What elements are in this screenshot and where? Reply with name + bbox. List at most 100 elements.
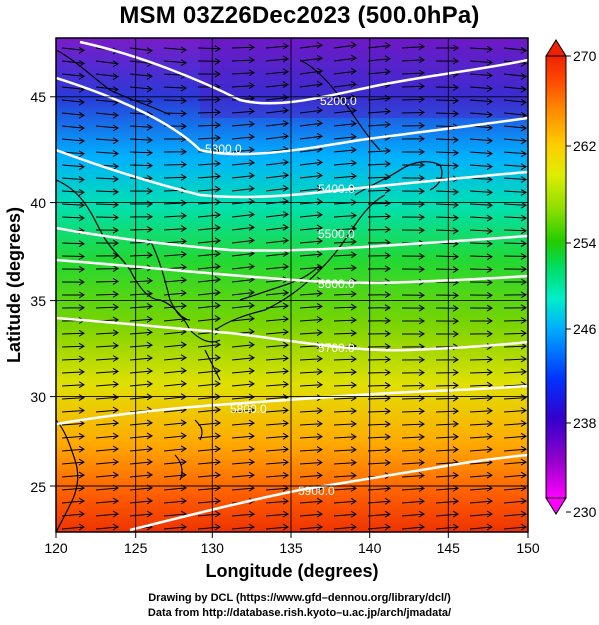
streamline-arrow	[503, 432, 527, 440]
streamline-arrow	[197, 406, 221, 414]
streamline-arrow	[61, 137, 85, 145]
map-plot-area: 5200.0 5300.0 5400.0 5500.0 5600.0 5700.…	[55, 37, 529, 533]
streamline-arrow	[95, 342, 119, 350]
streamline-arrow	[95, 510, 119, 518]
streamline-arrow	[61, 523, 85, 531]
contour-label-5700: 5700.0	[318, 341, 355, 355]
streamline-arrow	[129, 510, 153, 518]
streamline-arrow	[61, 176, 85, 184]
contour-label-5400: 5400.0	[318, 182, 355, 196]
streamline-arrow	[401, 330, 425, 338]
russia-coast	[56, 49, 171, 116]
streamline-arrow	[197, 380, 221, 388]
streamline-arrow	[163, 354, 187, 362]
taiwan-mainland-coast	[56, 419, 79, 532]
x-tick-label: 140	[358, 540, 382, 556]
streamline-arrow	[333, 407, 357, 415]
streamline-arrow	[367, 226, 391, 233]
streamline-arrow	[231, 146, 255, 154]
plot-frame	[55, 37, 529, 533]
streamline-arrow	[333, 381, 357, 389]
streamline-arrow	[61, 163, 85, 171]
streamline-arrow	[265, 81, 289, 89]
streamline-arrow	[299, 433, 323, 441]
streamline-arrow	[231, 510, 255, 518]
streamline-arrow	[333, 251, 357, 259]
streamline-arrow	[435, 266, 459, 274]
x-axis-label: Longitude (degrees)	[205, 561, 378, 581]
streamline-arrow	[469, 72, 493, 79]
streamline-arrow	[367, 446, 391, 454]
figure-title: MSM 03Z26Dec2023 (500.0hPa)	[119, 2, 480, 29]
streamline-arrow	[469, 188, 493, 196]
streamline-arrow	[367, 523, 391, 531]
streamline-arrow	[231, 211, 255, 218]
streamline-arrow	[129, 341, 153, 349]
streamline-arrow	[61, 111, 85, 119]
streamline-arrow	[367, 186, 391, 194]
streamline-arrow	[231, 380, 255, 388]
streamline-arrow	[401, 382, 425, 389]
streamline-arrow	[197, 419, 221, 427]
streamline-arrow	[503, 291, 527, 299]
streamline-arrow	[435, 136, 459, 144]
streamline-arrow	[333, 446, 357, 454]
streamline-arrow	[435, 110, 459, 118]
streamline-arrow	[367, 304, 391, 312]
streamline-arrow	[435, 253, 459, 261]
korean-peninsula	[149, 239, 191, 321]
colorbar-tick-label: 270	[573, 48, 597, 64]
streamline-arrow	[367, 121, 391, 128]
streamline-arrow	[61, 188, 85, 196]
streamline-arrow	[469, 45, 493, 53]
streamline-arrow	[402, 317, 425, 325]
streamline-arrow	[129, 315, 153, 323]
streamline-arrow	[61, 458, 85, 466]
streamline-arrow	[503, 227, 527, 235]
streamline-arrow	[435, 356, 459, 364]
streamline-arrow	[469, 433, 493, 440]
streamline-arrow	[299, 510, 323, 518]
streamline-arrow	[231, 471, 255, 479]
colorbar-top-arrow	[545, 39, 567, 57]
streamline-arrow	[265, 250, 289, 258]
streamline-arrow	[265, 432, 289, 440]
streamline-arrow	[231, 69, 255, 77]
x-tick-label: 130	[201, 540, 225, 556]
streamline-arrow	[95, 265, 119, 273]
streamline-arrow	[435, 381, 459, 389]
streamline-arrow	[265, 132, 289, 140]
streamline-arrow	[435, 471, 459, 479]
streamline-arrow	[299, 250, 323, 258]
streamline-arrow	[197, 276, 221, 284]
streamline-arrow	[503, 471, 527, 479]
contour-5200	[79, 40, 528, 105]
streamline-arrow	[163, 46, 187, 54]
streamline-arrow	[299, 106, 323, 114]
streamline-arrow	[265, 42, 289, 50]
streamline-arrow	[299, 185, 323, 193]
y-tick-label: 30	[30, 389, 46, 405]
streamline-arrow	[231, 302, 255, 310]
streamline-arrow	[95, 73, 119, 81]
streamline-arrow	[265, 94, 289, 101]
streamline-arrow	[503, 355, 527, 363]
streamline-arrow	[95, 471, 119, 479]
streamline-arrow	[197, 523, 221, 531]
streamline-arrow	[367, 252, 391, 260]
streamline-arrow	[401, 82, 425, 90]
streamline-arrow	[163, 59, 187, 67]
streamline-arrow	[129, 98, 153, 106]
streamline-arrow	[367, 420, 391, 428]
streamline-arrow	[95, 393, 119, 401]
streamline-arrow	[299, 368, 323, 376]
streamline-arrow	[61, 510, 85, 518]
streamline-arrow	[299, 224, 323, 232]
streamline-arrow	[129, 162, 153, 170]
contour-5800	[56, 384, 528, 426]
streamline-arrow	[503, 214, 527, 222]
x-tick-labels: 120 125 130 135 140 145 150	[44, 540, 540, 556]
streamline-arrow	[197, 354, 221, 362]
streamline-arrow	[265, 367, 289, 375]
